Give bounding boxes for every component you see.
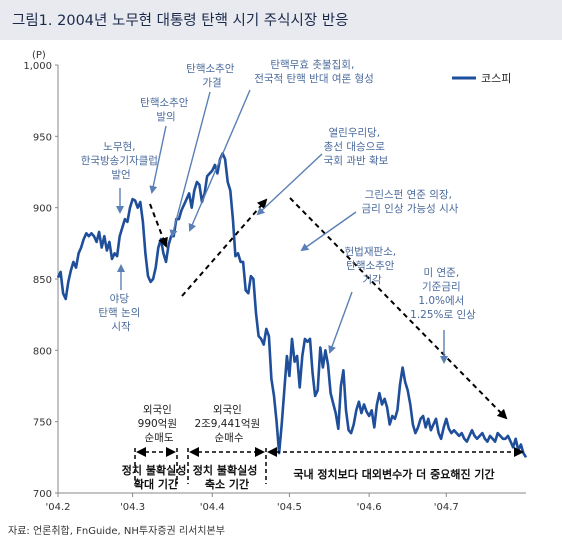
period-labels: 정치 불확실성 확대 기간 정치 불확실성 축소 기간 국내 정치보다 대외변수…: [122, 463, 495, 491]
annotation-a5: 열린우리당, 총선 대승으로 국회 과반 확보: [324, 127, 389, 167]
period-label-p1: 정치 불확실성 확대 기간: [122, 463, 190, 491]
annotations: 노무현, 한국방송기자클럽 발언 탄핵소추안 발의 탄핵소추안 가결 탄핵무효 …: [81, 59, 476, 444]
y-tick-label: 700: [33, 489, 52, 500]
trend-arrow-down-2: [289, 197, 508, 420]
annotation-a8: 미 연준, 기준금리 1.0%에서 1.25%로 인상: [410, 267, 476, 321]
y-tick-label: 950: [33, 132, 52, 143]
trend-arrow-up: [181, 198, 268, 297]
trend-arrows: [149, 197, 508, 420]
trend-arrow-down-1: [149, 203, 168, 248]
axes: 1,000 950 900 850 800 750 700 '04.2 '04.3 '04.4 '0…: [23, 61, 526, 513]
x-tick-label: '04.3: [120, 502, 145, 513]
x-tick-label: '04.6: [357, 502, 382, 513]
x-tick-label: '04.5: [277, 502, 302, 513]
y-tick-label: 900: [33, 204, 52, 215]
pointer-a6: [300, 211, 357, 252]
annotation-pointers: [116, 89, 448, 364]
pointer-a3: [169, 91, 211, 238]
legend: 코스피: [452, 72, 511, 85]
legend-label: 코스피: [481, 72, 511, 85]
y-tick-label: 1,000: [23, 61, 52, 72]
pointer-a2: [149, 125, 167, 194]
chart-title: 그림1. 2004년 노무현 대통령 탄핵 시기 주식시장 반응: [12, 13, 349, 29]
y-unit-label: (P): [32, 50, 46, 61]
x-tick-label: '04.4: [200, 502, 225, 513]
annotation-a7: 헌법재판소, 탄핵소추안 기각: [345, 246, 400, 286]
title-bar: 그림1. 2004년 노무현 대통령 탄핵 시기 주식시장 반응: [0, 0, 562, 40]
annotation-a1: 노무현, 한국방송기자클럽 발언: [81, 141, 162, 181]
annotation-a11: 외국인 2조9,441억원 순매수: [194, 404, 263, 444]
period-label-p3: 국내 정치보다 대외변수가 더 중요해진 기간: [293, 467, 494, 481]
pointer-a4: [188, 89, 251, 232]
pointer-a5: [256, 153, 323, 216]
pointer-a7: [328, 291, 353, 354]
x-tick-label: '04.7: [434, 502, 459, 513]
annotation-a10: 외국인 990억원 순매도: [138, 404, 181, 444]
annotation-a3: 탄핵소추안 가결: [186, 63, 238, 89]
y-tick-label: 750: [33, 418, 52, 429]
annotation-a9: 야당 탄핵 논의 시작: [98, 292, 143, 333]
y-tick-label: 850: [33, 275, 52, 286]
series-layer: [56, 152, 528, 458]
x-tick-label: '04.2: [45, 502, 70, 513]
series-line-kospi: [56, 152, 528, 458]
period-label-p2: 정치 불확실성 축소 기간: [193, 463, 261, 491]
period-markers: [134, 448, 267, 484]
annotation-a2: 탄핵소추안 발의: [140, 97, 192, 123]
annotation-a6: 그린스펀 연준 의장, 금리 인상 가능성 시사: [362, 189, 459, 215]
source-note: 자료: 언론취합, FnGuide, NH투자증권 리서치본부: [8, 526, 225, 537]
y-tick-label: 800: [33, 346, 52, 357]
annotation-a4: 탄핵무효 촛불집회, 전국적 탄핵 반대 여론 형성: [254, 59, 374, 85]
